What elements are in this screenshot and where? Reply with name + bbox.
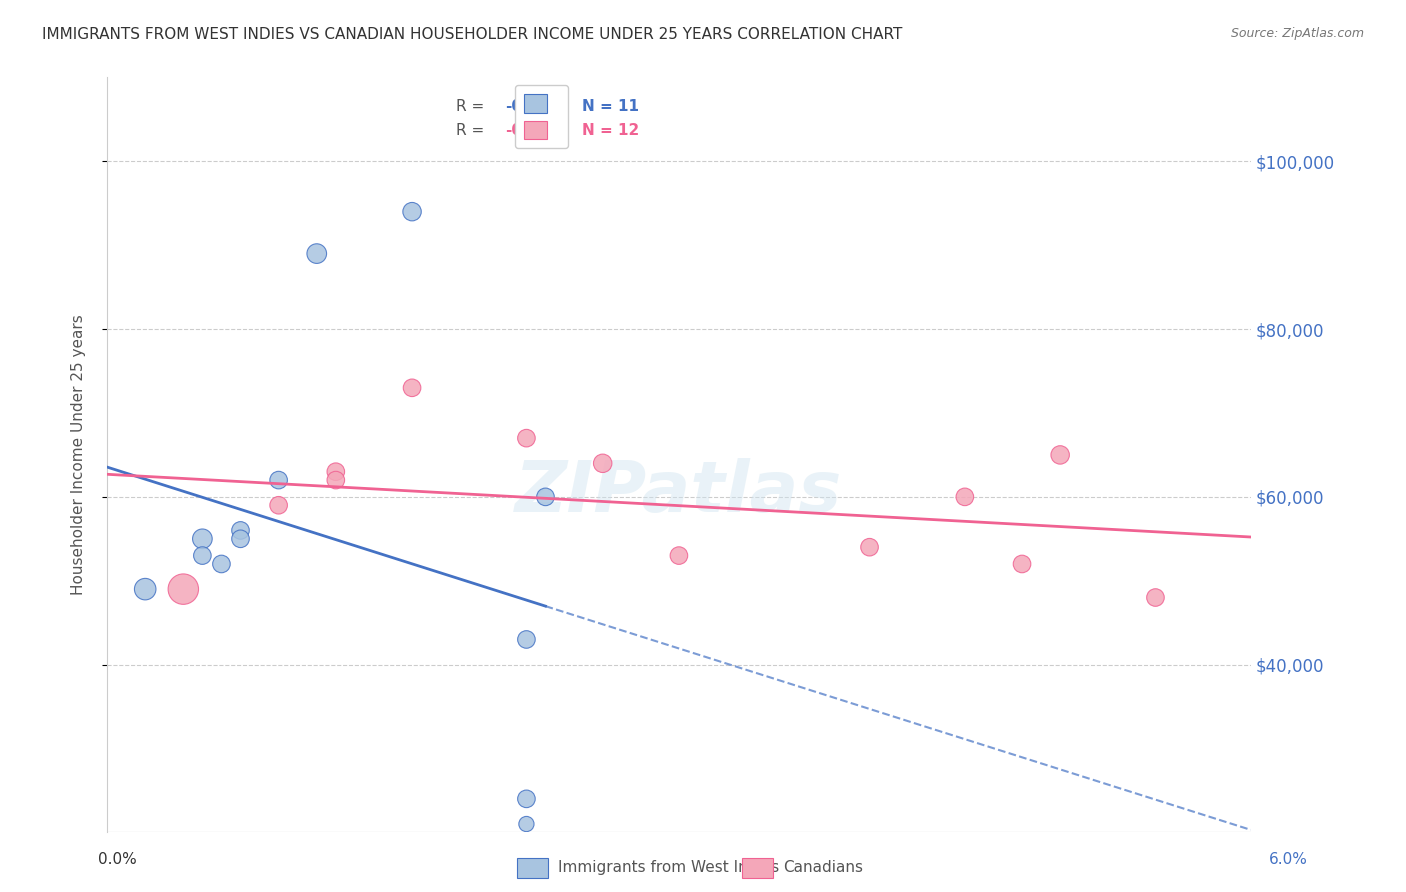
Point	[858, 540, 880, 554]
Text: Immigrants from West Indies: Immigrants from West Indies	[558, 861, 779, 875]
Text: -0.098: -0.098	[505, 99, 560, 113]
Point	[515, 817, 537, 831]
Point	[229, 532, 252, 546]
Point	[592, 456, 614, 470]
Point	[1011, 557, 1033, 571]
Point	[401, 204, 423, 219]
Point	[515, 792, 537, 806]
Point	[191, 549, 214, 563]
Text: R =: R =	[456, 99, 494, 113]
Point	[1049, 448, 1071, 462]
Text: 6.0%: 6.0%	[1268, 852, 1308, 867]
Text: R =: R =	[456, 123, 494, 137]
Text: Source: ZipAtlas.com: Source: ZipAtlas.com	[1230, 27, 1364, 40]
Point	[325, 473, 347, 487]
Point	[191, 532, 214, 546]
Point	[172, 582, 194, 596]
Text: N = 12: N = 12	[582, 123, 638, 137]
Point	[267, 498, 290, 512]
Point	[534, 490, 557, 504]
Point	[325, 465, 347, 479]
Point	[305, 246, 328, 260]
Point	[209, 557, 232, 571]
Y-axis label: Householder Income Under 25 years: Householder Income Under 25 years	[72, 315, 86, 595]
Point	[401, 381, 423, 395]
Point	[267, 473, 290, 487]
Text: ZIPatlas: ZIPatlas	[515, 458, 842, 527]
Point	[953, 490, 976, 504]
Point	[134, 582, 156, 596]
Point	[515, 431, 537, 445]
Point	[515, 632, 537, 647]
Text: Canadians: Canadians	[783, 861, 863, 875]
Point	[1144, 591, 1167, 605]
Text: 0.0%: 0.0%	[98, 852, 138, 867]
Text: IMMIGRANTS FROM WEST INDIES VS CANADIAN HOUSEHOLDER INCOME UNDER 25 YEARS CORREL: IMMIGRANTS FROM WEST INDIES VS CANADIAN …	[42, 27, 903, 42]
Text: N = 11: N = 11	[582, 99, 638, 113]
Point	[668, 549, 690, 563]
Text: -0.221: -0.221	[505, 123, 560, 137]
Legend: , : ,	[515, 85, 568, 148]
Point	[229, 524, 252, 538]
